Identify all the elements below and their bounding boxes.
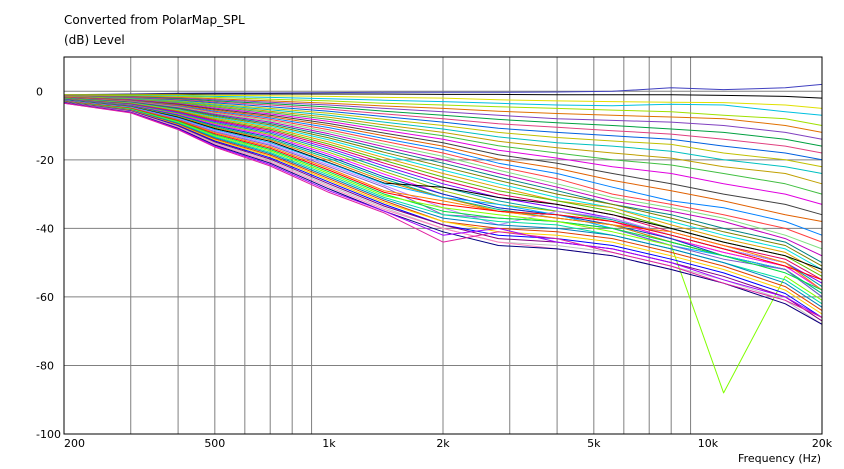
series-line-42 (63, 101, 823, 394)
series-line-39 (63, 100, 823, 291)
y-tick-label: -60 (36, 291, 54, 304)
series-line-35 (63, 100, 823, 270)
series-line-40 (63, 100, 823, 281)
series-line-32 (63, 99, 823, 294)
series-line-44 (63, 101, 823, 308)
series-line-24 (63, 98, 823, 270)
x-axis-label: Frequency (Hz) (738, 452, 821, 465)
series-line-8 (63, 95, 823, 147)
y-tick-label: 0 (36, 85, 43, 98)
x-tick-label: 200 (64, 437, 85, 450)
series-line-12 (63, 96, 823, 174)
x-tick-label: 10k (698, 437, 719, 450)
x-tick-label: 500 (204, 437, 225, 450)
y-axis-label: (dB) Level (64, 33, 125, 47)
series-line-13 (63, 96, 823, 185)
series-line-52 (63, 102, 823, 318)
series-line-36 (63, 100, 823, 298)
series-line-16 (63, 96, 823, 216)
series-line-25 (63, 98, 823, 274)
x-tick-label: 5k (587, 437, 601, 450)
series-line-41 (63, 101, 823, 291)
x-tick-label: 20k (812, 437, 833, 450)
series-line-23 (63, 98, 823, 267)
x-tick-label: 2k (436, 437, 450, 450)
series-line-7 (63, 95, 823, 140)
series-line-6 (63, 95, 823, 133)
series-line-22 (63, 97, 823, 264)
y-tick-label: -20 (36, 154, 54, 167)
series-line-9 (63, 95, 823, 154)
series-line-10 (63, 95, 823, 161)
series-line-2 (63, 93, 823, 99)
series-line-5 (63, 94, 823, 126)
series-line-53 (63, 102, 823, 318)
y-tick-label: -80 (36, 359, 54, 372)
x-tick-label: 1k (322, 437, 336, 450)
y-tick-label: -40 (36, 222, 54, 235)
series-line-21 (63, 97, 823, 257)
series-line-19 (63, 97, 823, 243)
series-line-46 (63, 101, 823, 315)
series-line-51 (63, 102, 823, 325)
chart-title: Converted from PolarMap_SPL (64, 13, 245, 27)
series-line-48 (63, 102, 823, 322)
y-tick-label: -100 (36, 428, 61, 441)
series-line-1 (63, 83, 823, 96)
plot-border (63, 56, 823, 435)
series-line-11 (63, 95, 823, 168)
series-lines (63, 83, 823, 394)
series-line-17 (63, 96, 823, 222)
series-line-20 (63, 97, 823, 250)
series-line-14 (63, 96, 823, 195)
series-line-15 (63, 96, 823, 205)
series-line-4 (64, 94, 823, 116)
series-line-3 (64, 94, 823, 109)
series-line-18 (63, 97, 823, 236)
